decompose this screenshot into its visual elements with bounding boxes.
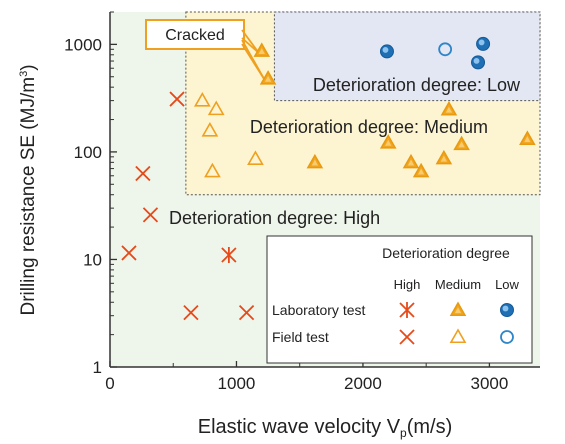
data-point-medium-triangle-open — [207, 100, 225, 116]
marker-stroke — [399, 329, 415, 345]
data-point-high-x — [169, 91, 185, 107]
legend-marker-circle-open — [500, 330, 514, 344]
marker-highlight — [382, 46, 389, 53]
x-tick-label: 2000 — [344, 374, 382, 393]
data-point-medium-triangle-filled — [519, 130, 536, 145]
x-axis-title-sub: p — [400, 426, 407, 440]
legend-marker-x — [399, 329, 415, 345]
x-axis-title: Elastic wave velocity Vp(m/s) — [198, 416, 453, 440]
marker-highlight — [454, 307, 462, 314]
marker-shape — [193, 91, 211, 107]
data-point-low-circle-filled — [379, 44, 394, 59]
marker-highlight — [524, 136, 531, 143]
marker-shape — [500, 330, 514, 344]
legend-marker-triangle-open — [449, 328, 467, 344]
region-high-label: Deterioration degree: High — [169, 208, 380, 228]
legend-row-label: Field test — [272, 329, 329, 345]
legend-column-high: High — [394, 277, 421, 292]
data-point-medium-triangle-filled — [259, 70, 277, 85]
legend-title: Deterioration degree — [382, 245, 510, 261]
legend-column-low: Low — [495, 277, 519, 292]
legend-marker-asterisk — [399, 302, 415, 318]
marker-highlight — [258, 48, 265, 55]
x-tick-label: 3000 — [470, 374, 508, 393]
marker-highlight — [440, 155, 448, 162]
marker-highlight — [502, 305, 509, 312]
x-axis-title-main: Elastic wave velocity V — [198, 416, 401, 438]
data-point-low-circle-filled — [476, 36, 491, 51]
data-point-medium-triangle-filled — [412, 162, 430, 178]
data-point-high-x — [142, 207, 159, 223]
legend-row-label: Laboratory test — [272, 302, 365, 318]
data-point-medium-triangle-filled — [306, 153, 324, 169]
y-axis-title: Drilling resistance SE (MJ/m3) — [18, 64, 39, 315]
marker-shape — [438, 42, 453, 57]
marker-stroke — [135, 165, 151, 182]
legend-marker-circle-filled — [500, 303, 514, 317]
data-point-high-x — [121, 245, 137, 261]
legend-box — [266, 235, 533, 364]
marker-stroke — [169, 91, 185, 107]
y-axis-title-main: Drilling resistance SE (MJ/m — [18, 77, 39, 316]
y-axis-title-end: ) — [18, 64, 39, 70]
data-point-high-x — [135, 165, 151, 182]
marker-highlight — [311, 159, 319, 166]
marker-highlight — [445, 106, 453, 113]
cracked-callout-label: Cracked — [165, 27, 225, 44]
marker-highlight — [458, 141, 465, 148]
y-axis-title-sup: 3 — [18, 71, 30, 77]
marker-shape — [204, 162, 221, 178]
data-point-medium-triangle-open — [204, 162, 221, 178]
marker-stroke — [142, 207, 159, 223]
data-point-medium-triangle-open — [193, 91, 211, 107]
marker-stroke — [183, 305, 199, 321]
data-point-medium-triangle-open — [201, 121, 219, 137]
data-point-medium-triangle-filled — [453, 135, 470, 151]
x-axis-title-unit: (m/s) — [407, 416, 453, 438]
data-point-medium-triangle-filled — [402, 153, 420, 169]
x-tick-label: 1000 — [218, 374, 256, 393]
marker-shape — [449, 328, 467, 344]
marker-highlight — [264, 75, 272, 82]
cracked-leader-line — [241, 29, 260, 54]
region-low — [273, 11, 541, 102]
cracked-callout-box — [145, 19, 245, 50]
marker-shape — [207, 100, 225, 116]
data-point-medium-triangle-filled — [379, 134, 397, 149]
marker-highlight — [478, 39, 485, 46]
data-point-high-asterisk — [221, 247, 237, 264]
data-point-medium-triangle-filled — [440, 100, 458, 116]
data-point-low-circle-filled — [471, 55, 486, 70]
y-tick-label: 100 — [74, 143, 102, 162]
data-point-medium-triangle-filled — [253, 42, 271, 57]
region-low-label: Deterioration degree: Low — [313, 75, 521, 95]
y-tick-label: 1000 — [64, 35, 102, 54]
region-medium-label: Deterioration degree: Medium — [250, 117, 488, 137]
data-point-high-x — [238, 305, 255, 321]
data-point-low-circle-open — [438, 42, 453, 57]
cracked-leader-line — [241, 43, 266, 82]
marker-shape — [247, 150, 264, 166]
x-tick-label: 0 — [105, 374, 114, 393]
y-tick-label: 10 — [83, 250, 102, 269]
marker-highlight — [407, 159, 415, 166]
marker-stroke — [121, 245, 137, 261]
marker-highlight — [385, 139, 392, 146]
marker-highlight — [417, 168, 425, 175]
marker-highlight — [473, 57, 480, 64]
data-point-medium-triangle-filled — [435, 149, 453, 165]
data-point-high-x — [183, 305, 199, 321]
cracked-leader-line — [241, 37, 260, 54]
legend-marker-triangle-filled — [449, 301, 467, 316]
data-point-medium-triangle-open — [247, 150, 264, 166]
legend-column-medium: Medium — [435, 277, 481, 292]
y-tick-label: 1 — [93, 358, 102, 377]
marker-shape — [201, 121, 219, 137]
marker-stroke — [238, 305, 255, 321]
